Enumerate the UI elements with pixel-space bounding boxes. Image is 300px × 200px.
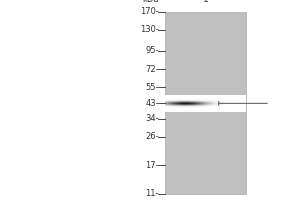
Text: 34-: 34-	[146, 114, 159, 123]
Text: 43-: 43-	[146, 99, 159, 108]
Text: kDa: kDa	[142, 0, 159, 4]
Text: 130-: 130-	[140, 25, 159, 34]
Text: 17-: 17-	[146, 161, 159, 170]
Text: 55-: 55-	[146, 83, 159, 92]
Text: 170-: 170-	[140, 7, 159, 17]
Text: 72-: 72-	[146, 65, 159, 74]
Text: 26-: 26-	[146, 132, 159, 141]
Text: 1: 1	[202, 0, 208, 4]
Text: 95-: 95-	[146, 46, 159, 55]
Text: 11-: 11-	[146, 190, 159, 198]
Bar	[165, 12, 246, 194]
